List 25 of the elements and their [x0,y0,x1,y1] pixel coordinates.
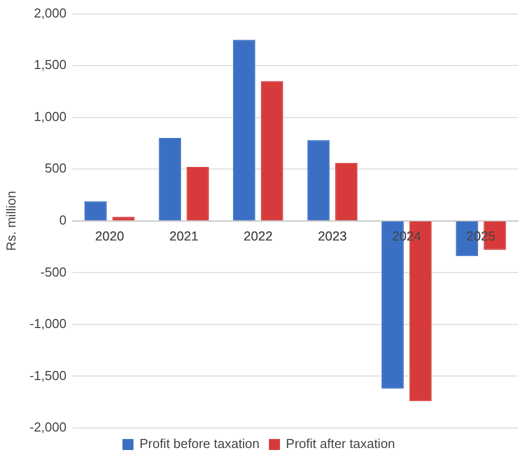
bar [186,167,209,220]
bar [158,138,182,220]
y-tick-label: 2,000 [34,5,66,20]
y-tick-label: 500 [44,160,66,176]
y-tick-label: -500 [40,264,66,280]
legend-label: Profit after taxation [286,436,396,452]
bar [335,162,358,220]
bar [233,40,256,220]
x-tick-label: 2025 [466,228,496,244]
y-tick-label: -1,000 [30,316,66,332]
y-tick-label: 1,500 [34,57,66,72]
x-tick-label: 2021 [169,228,198,244]
y-tick-label: 0 [59,212,66,228]
y-axis-title: Rs. million [3,190,18,251]
legend-label: Profit before taxation [139,436,260,452]
x-tick-label: 2020 [95,228,124,244]
x-tick-label: 2022 [244,228,273,244]
y-tick-label: 1,000 [34,108,66,124]
x-tick-label: 2024 [392,228,422,244]
bar [307,140,330,220]
x-tick-label: 2023 [318,228,347,244]
bar [84,201,107,220]
y-tick-label: -2,000 [30,420,66,435]
bar [260,81,284,220]
y-tick-label: -1,500 [30,368,66,383]
